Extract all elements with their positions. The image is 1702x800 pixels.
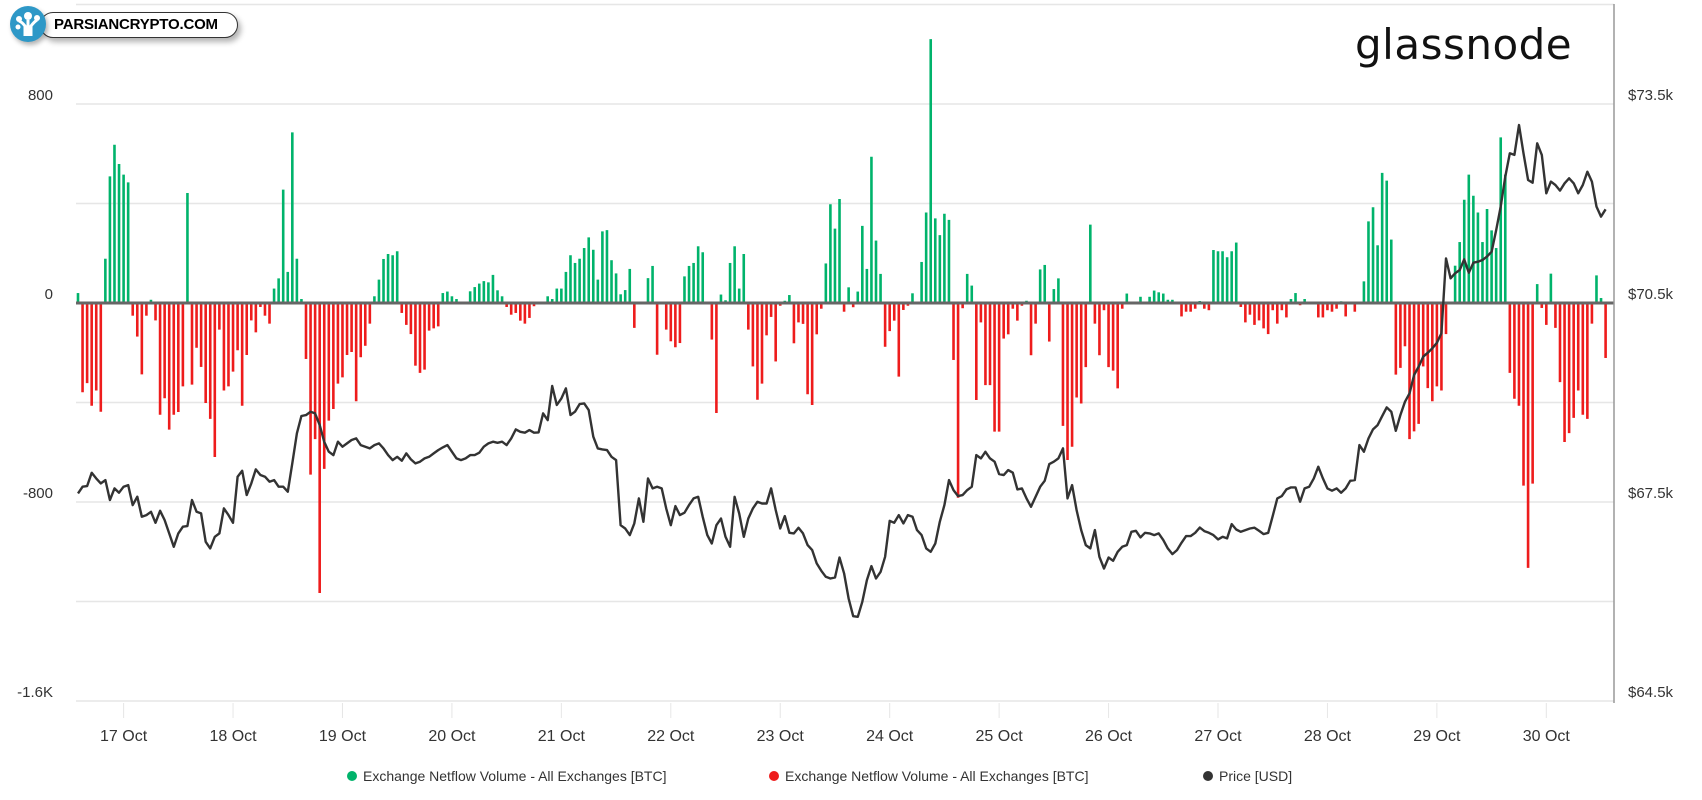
y-right-tick-label: $64.5k xyxy=(1628,684,1674,701)
y-right-tick-label: $67.5k xyxy=(1628,485,1674,502)
x-tick-label: 26 Oct xyxy=(1084,728,1133,745)
watermark-text: PARSIANCRYPTO.COM xyxy=(54,16,218,33)
parsiancrypto-watermark-logo: PARSIANCRYPTO.COM xyxy=(10,6,242,42)
legend-dark-dot-icon xyxy=(1203,771,1213,781)
x-tick-label: 30 Oct xyxy=(1522,728,1570,745)
y-right-tick-label: $73.5k xyxy=(1628,87,1674,104)
legend-label: Exchange Netflow Volume - All Exchanges … xyxy=(785,768,1089,784)
x-tick-label: 18 Oct xyxy=(209,728,257,745)
x-tick-label: 29 Oct xyxy=(1413,728,1461,745)
x-tick-label: 24 Oct xyxy=(866,728,914,745)
x-tick-label: 28 Oct xyxy=(1303,728,1351,745)
x-tick-label: 27 Oct xyxy=(1194,728,1242,745)
legend-item-price[interactable]: Price [USD] xyxy=(1203,768,1292,784)
legend-label: Price [USD] xyxy=(1219,768,1293,784)
y-left-tick-label: 0 xyxy=(44,286,53,303)
legend-green-dot-icon xyxy=(347,771,357,781)
glassnode-logo: glassnode xyxy=(1355,20,1573,69)
legend-label: Exchange Netflow Volume - All Exchanges … xyxy=(363,768,667,784)
x-tick-label: 20 Oct xyxy=(428,728,476,745)
y-right-tick-label: $70.5k xyxy=(1628,286,1674,303)
x-tick-label: 23 Oct xyxy=(756,728,804,745)
x-tick-label: 21 Oct xyxy=(537,728,585,745)
legend-red-dot-icon xyxy=(769,771,779,781)
y-left-tick-label: -800 xyxy=(22,485,53,502)
y-left-tick-label: 800 xyxy=(27,87,53,104)
x-axis-ticks xyxy=(123,703,1547,718)
x-tick-label: 17 Oct xyxy=(100,728,148,745)
price-line xyxy=(77,123,1607,618)
x-tick-label: 19 Oct xyxy=(318,728,367,745)
x-tick-label: 22 Oct xyxy=(647,728,695,745)
legend-item-netflow-inflow[interactable]: Exchange Netflow Volume - All Exchanges … xyxy=(347,768,666,784)
tree-icon-glyph xyxy=(15,12,40,36)
legend-item-netflow-outflow[interactable]: Exchange Netflow Volume - All Exchanges … xyxy=(769,768,1088,784)
watermark-pill xyxy=(40,12,238,38)
x-tick-label: 25 Oct xyxy=(975,728,1023,745)
netflow-bars xyxy=(76,39,1607,594)
y-left-tick-label: -1.6K xyxy=(17,684,53,701)
tree-icon xyxy=(10,6,46,42)
